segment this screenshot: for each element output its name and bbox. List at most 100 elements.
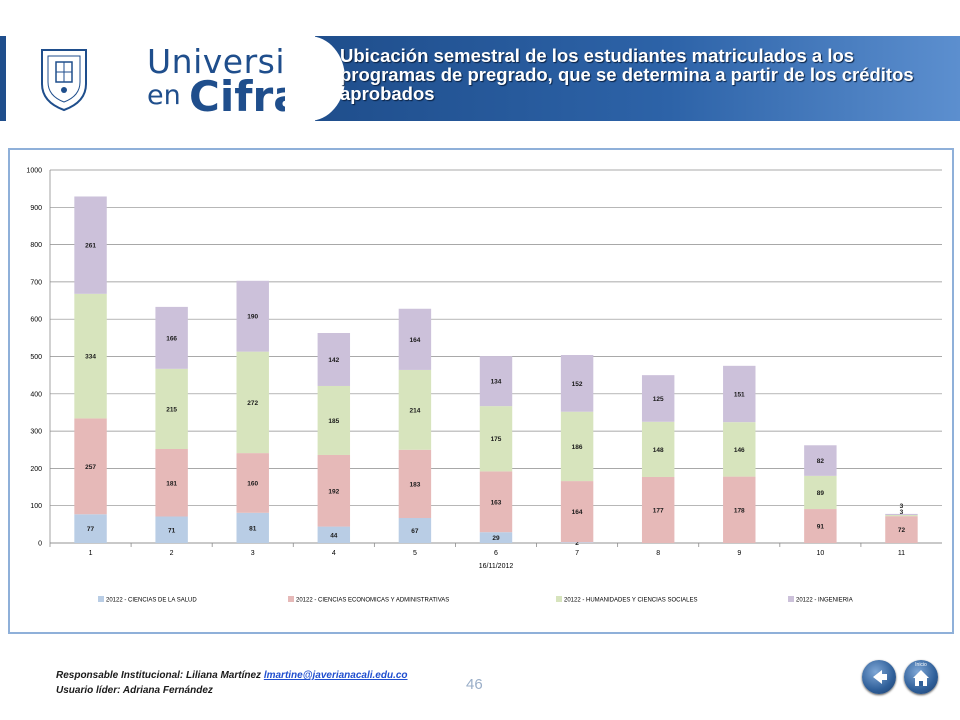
x-tick-label: 10 xyxy=(816,550,824,557)
data-label: 215 xyxy=(166,406,177,413)
page-number: 46 xyxy=(466,676,483,693)
data-label: 125 xyxy=(653,396,664,403)
bar-segment xyxy=(560,411,594,482)
x-tick-label: 9 xyxy=(737,550,741,557)
banner-edge xyxy=(0,36,6,121)
bar-segment xyxy=(236,280,269,352)
data-label: 3 xyxy=(900,509,904,516)
bar-segment xyxy=(723,365,756,423)
y-tick-label: 900 xyxy=(30,205,42,212)
bar-segment xyxy=(236,453,269,513)
bar-segment xyxy=(74,418,107,515)
bar-segment xyxy=(804,475,837,510)
data-label: 77 xyxy=(87,526,95,533)
title-panel xyxy=(315,36,960,121)
x-tick-label: 2 xyxy=(170,550,174,557)
bar-segment xyxy=(317,333,351,386)
bar-segment xyxy=(885,513,918,516)
bar-segment xyxy=(398,308,432,370)
y-tick-label: 100 xyxy=(30,503,42,510)
y-tick-label: 600 xyxy=(30,317,42,324)
legend-label: 20122 - CIENCIAS ECONOMICAS Y ADMINISTRA… xyxy=(296,598,449,604)
x-tick-label: 6 xyxy=(494,550,498,557)
data-label: 142 xyxy=(328,357,339,364)
data-label: 186 xyxy=(572,444,583,451)
page-title: Ubicación semestral de los estudiantes m… xyxy=(340,45,914,104)
y-tick-label: 0 xyxy=(38,541,42,548)
data-label: 192 xyxy=(328,488,339,495)
data-label: 89 xyxy=(817,490,825,497)
data-label: 44 xyxy=(330,532,338,539)
bar-segment xyxy=(804,445,837,476)
legend-swatch xyxy=(288,596,294,602)
bar-segment xyxy=(236,512,269,543)
bar-segment xyxy=(74,514,107,543)
bar-segment xyxy=(479,406,513,472)
legend-label: 20122 - HUMANIDADES Y CIENCIAS SOCIALES xyxy=(564,598,698,604)
bar-segment xyxy=(804,509,837,543)
responsible-label: Responsable Institucional: Liliana Martí… xyxy=(56,670,262,681)
legend-swatch xyxy=(556,596,562,602)
x-tick-label: 11 xyxy=(898,550,905,557)
bar-segment xyxy=(155,449,188,517)
data-label: 152 xyxy=(572,381,583,388)
data-label: 148 xyxy=(653,447,664,454)
data-label: 72 xyxy=(898,527,906,534)
banner-curve xyxy=(285,36,345,121)
email-link[interactable]: lmartine@javerianacali.edu.co xyxy=(263,670,408,681)
data-label: 146 xyxy=(734,447,745,454)
bar-segment xyxy=(641,375,675,422)
y-tick-label: 800 xyxy=(30,242,42,249)
bar-segment xyxy=(560,481,594,543)
legend-label: 20122 - CIENCIAS DE LA SALUD xyxy=(106,598,197,604)
bar-segment xyxy=(317,385,351,455)
data-label: 81 xyxy=(249,525,257,532)
data-label: 166 xyxy=(166,335,177,342)
data-label: 134 xyxy=(491,379,502,386)
data-label: 163 xyxy=(491,499,502,506)
data-label: 334 xyxy=(85,354,96,361)
y-tick-label: 300 xyxy=(30,429,42,436)
footer-user-leader: Usuario líder: Adriana Fernández xyxy=(56,685,213,696)
bar-segment xyxy=(398,518,432,543)
bar-segment xyxy=(479,356,513,407)
data-label: 214 xyxy=(409,407,420,414)
home-button[interactable]: Inicio xyxy=(904,660,938,694)
data-label: 175 xyxy=(491,436,502,443)
data-label: 67 xyxy=(411,528,419,535)
bar-segment xyxy=(641,476,675,543)
data-label: 185 xyxy=(328,418,339,425)
bar-segment xyxy=(74,196,107,294)
y-tick-label: 500 xyxy=(30,354,42,361)
x-tick-label: 7 xyxy=(575,550,579,557)
data-label: 190 xyxy=(247,314,258,321)
x-tick-label: 5 xyxy=(413,550,417,557)
data-label: 29 xyxy=(492,535,500,542)
bar-segment xyxy=(155,368,188,450)
y-tick-label: 700 xyxy=(30,279,42,286)
bar-segment xyxy=(398,369,432,450)
x-tick-label: 8 xyxy=(656,550,660,557)
bar-segment xyxy=(641,421,675,477)
back-button[interactable] xyxy=(862,660,896,694)
legend-swatch xyxy=(98,596,104,602)
y-tick-label: 400 xyxy=(30,391,42,398)
data-label: 3 xyxy=(900,503,904,510)
back-arrow-icon xyxy=(873,670,887,684)
data-label: 181 xyxy=(166,480,177,487)
footer-responsible: Responsable Institucional: Liliana Martí… xyxy=(56,670,408,681)
data-label: 183 xyxy=(409,481,420,488)
x-tick-label: 1 xyxy=(89,550,93,557)
bar-segment xyxy=(155,516,188,543)
legend-swatch xyxy=(788,596,794,602)
bar-segment xyxy=(317,454,351,527)
bar-segment xyxy=(74,293,107,419)
legend-label: 20122 - INGENIERIA xyxy=(796,598,853,604)
bar-segment xyxy=(723,422,756,477)
x-tick-label: 3 xyxy=(251,550,255,557)
data-label: 164 xyxy=(409,337,420,344)
brand-line-2a: en xyxy=(147,80,181,111)
university-seal-icon xyxy=(41,49,87,112)
stacked-bar-chart: 0100200300400500600700800900100017725733… xyxy=(26,168,942,604)
bar-segment xyxy=(479,532,513,543)
